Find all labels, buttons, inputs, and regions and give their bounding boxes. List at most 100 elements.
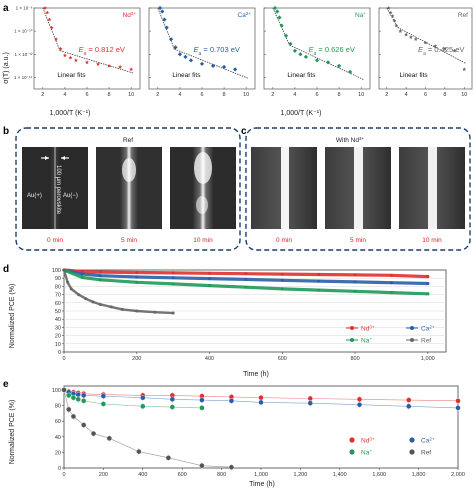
panel-e-xtick-label-6: 1,200 xyxy=(294,472,308,478)
panel-d-legend-label-1-sup: 2+ xyxy=(429,324,435,329)
panel-d-xlabel: Time (h) xyxy=(243,371,269,378)
panel-c-nd-images: With Nd3+ 0 min 5 min 10 min xyxy=(245,127,471,251)
panel-a-xtick-label-1-0: 2 xyxy=(156,92,159,98)
panel-a-fit-steep-3 xyxy=(386,7,398,28)
panel-d-xtick-label-0: 0 xyxy=(62,356,65,362)
panel-a-point-ref-5 xyxy=(398,29,403,33)
panel-e-ytick-label-3: 60 xyxy=(55,419,61,425)
panel-d-line-nd xyxy=(62,268,430,279)
panel-label-c: c xyxy=(241,126,247,137)
panel-d-line-na xyxy=(62,268,430,296)
panel-a-point-ca-11 xyxy=(221,64,227,70)
panel-d-xtick-label-3: 600 xyxy=(278,356,287,362)
panel-d-ytick-label-6: 60 xyxy=(55,301,61,307)
panel-e-legend-marker-2 xyxy=(349,449,355,455)
panel-a-ytick-label-2: 1 × 10⁻¹² xyxy=(14,52,33,57)
panel-d-ytick-label-4: 40 xyxy=(55,317,61,323)
panel-c-strip-10 xyxy=(428,147,437,229)
panel-a-point-nd-13 xyxy=(129,67,134,72)
panel-e-xtick-label-7: 1,400 xyxy=(333,472,347,478)
panel-e-point-ref-7 xyxy=(165,455,172,461)
panel-e-legend-label-2-base: Na xyxy=(361,449,370,456)
panel-d-legend-marker-1 xyxy=(410,326,414,330)
panel-d-ytick-label-5: 50 xyxy=(55,309,61,315)
panel-d-legend-label-0-sup: 3+ xyxy=(369,324,375,329)
panel-e-legend-marker-0 xyxy=(349,437,355,443)
panel-a-xtick-label-2-3: 8 xyxy=(338,92,341,98)
panel-d-legend-marker-3 xyxy=(410,338,414,342)
panel-c-time-5: 5 min xyxy=(350,237,366,244)
panel-e-point-ca-9 xyxy=(228,398,235,404)
panel-e-point-nd-12 xyxy=(356,396,363,402)
panel-a-ytick-label-1: 1 × 10⁻¹⁰ xyxy=(14,29,33,34)
panel-a-ea-sub-2: a xyxy=(314,51,317,57)
panel-d-point-ca-3 xyxy=(135,275,139,279)
panel-e-point-na-8 xyxy=(199,405,205,411)
panel-d-legend-label-0-base: Nd xyxy=(361,325,370,332)
panel-a-point-ca-7 xyxy=(183,54,188,59)
panel-e-xtick-label-2: 400 xyxy=(138,472,147,478)
panel-d-point-ca-7 xyxy=(280,278,284,282)
panel-e-point-ref-3 xyxy=(80,422,87,428)
panel-a-point-ca-1 xyxy=(160,9,165,14)
panel-d-xtick-label-5: 1,000 xyxy=(421,356,435,362)
panel-d-ytick-label-7: 70 xyxy=(55,293,61,299)
panel-e-legend-label-3: Ref xyxy=(421,449,431,456)
panel-e-ytick-label-0: 0 xyxy=(58,466,61,472)
panel-a-point-na-4 xyxy=(283,33,289,38)
panel-e-legend-label-0-base: Nd xyxy=(361,437,370,444)
panel-d-point-nd-10 xyxy=(389,273,393,277)
panel-b-glow-10 xyxy=(194,152,212,184)
panel-a-point-nd-11 xyxy=(107,63,112,68)
panel-a-ytick-label-0: 1 × 10⁻⁸ xyxy=(16,6,33,11)
panel-c-strip-5 xyxy=(354,147,363,229)
panel-e-point-ref-0 xyxy=(61,387,67,393)
panel-d-point-ref-3 xyxy=(77,293,81,297)
panel-a-ea-sub-0: a xyxy=(84,51,87,57)
panel-e-point-na-4 xyxy=(80,398,87,404)
panel-d-ytick-label-0: 0 xyxy=(58,350,61,356)
panel-a-point-ref-4 xyxy=(394,23,399,28)
panel-d-legend-label-2-sup: + xyxy=(369,336,372,341)
panel-a-point-ca-5 xyxy=(173,45,178,50)
panel-a-point-na-11 xyxy=(336,63,342,68)
panel-c-strip-0 xyxy=(281,147,289,229)
panel-a-point-ref-6 xyxy=(404,32,409,37)
panel-a-xtick-label-3-2: 6 xyxy=(424,92,427,98)
panel-d-point-nd-3 xyxy=(135,270,139,274)
panel-a-point-ref-10 xyxy=(433,44,438,48)
panel-e-legend-marker-1 xyxy=(409,437,415,443)
panel-a-point-nd-8 xyxy=(73,58,78,63)
panel-a-xtick-label-3-3: 8 xyxy=(443,92,446,98)
panel-b-ref-images: Ref Au(+) Au(−) 100 μm perovskite 0 min … xyxy=(15,127,241,251)
panel-d-point-nd-6 xyxy=(244,272,248,276)
panel-a-fit-steep-0 xyxy=(42,7,61,51)
panel-d-point-ref-8 xyxy=(120,307,124,311)
panel-d-point-ref-10 xyxy=(153,310,157,314)
panel-a-xlabel-2: 1,000/T (K⁻¹) xyxy=(281,110,322,117)
panel-a-point-na-7 xyxy=(298,52,303,57)
panel-a-point-ca-10 xyxy=(210,63,216,68)
panel-d-point-ref-6 xyxy=(98,302,102,306)
panel-a-point-na-2 xyxy=(277,15,282,20)
panel-a-point-nd-9 xyxy=(85,60,89,65)
panel-a-point-ca-3 xyxy=(164,25,169,30)
panel-a-ea-e-3: E xyxy=(418,45,424,54)
panel-d-point-ref-4 xyxy=(84,297,88,301)
panel-a-xlabel-1: 1,000/T (K⁻¹) xyxy=(50,110,91,117)
panel-d-point-na-11 xyxy=(426,292,430,296)
panel-d-point-ca-1 xyxy=(80,272,84,276)
panel-d-legend-label-1-base: Ca xyxy=(421,325,430,332)
panel-e-point-ca-8 xyxy=(199,397,205,403)
panel-a-point-ref-11 xyxy=(442,46,447,51)
panel-a-point-ca-0 xyxy=(157,5,163,11)
panel-a-point-na-1 xyxy=(275,9,280,14)
panel-a-point-ref-8 xyxy=(413,37,418,41)
panel-e-xtick-label-0: 0 xyxy=(62,472,65,478)
panel-a-point-ref-13 xyxy=(462,67,467,72)
panel-e-xlabel: Time (h) xyxy=(249,481,275,488)
panel-a-frame-2 xyxy=(263,7,371,90)
panel-e-legend-label-0-sup: 3+ xyxy=(369,436,375,441)
panel-e-ytick-label-2: 40 xyxy=(55,435,61,441)
panel-e-legend-label-1: Ca2+ xyxy=(421,436,435,445)
